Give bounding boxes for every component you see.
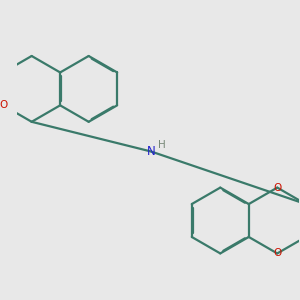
Text: O: O [273,183,281,193]
Text: N: N [147,145,156,158]
Text: O: O [273,248,281,258]
Text: O: O [0,100,7,110]
Text: H: H [158,140,166,150]
